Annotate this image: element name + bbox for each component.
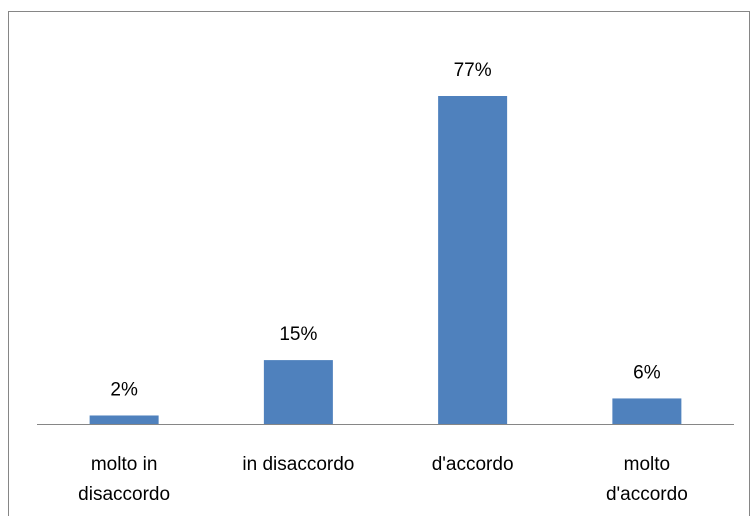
bar-1 — [263, 360, 333, 424]
category-label-0-line-1: disaccordo — [78, 484, 170, 505]
bar-0 — [89, 415, 159, 424]
category-labels-group: molto in disaccordo in disaccordo d'accordo… — [78, 454, 688, 505]
data-label-1: 15% — [279, 324, 317, 345]
category-label-3-line-1: d'accordo — [606, 484, 688, 505]
data-labels-group: 2% 15% 77% 6% — [110, 60, 660, 400]
bars-group — [89, 96, 682, 424]
category-label-1: in disaccordo — [242, 454, 354, 475]
category-label-3-line-0: molto — [624, 454, 670, 475]
data-label-0: 2% — [110, 379, 138, 400]
data-label-2: 77% — [454, 60, 492, 81]
category-label-2: d'accordo — [432, 454, 514, 475]
data-label-3: 6% — [633, 362, 661, 383]
category-label-0-line-0: molto in — [91, 454, 158, 475]
bar-3 — [612, 398, 682, 424]
bar-2 — [438, 96, 508, 424]
